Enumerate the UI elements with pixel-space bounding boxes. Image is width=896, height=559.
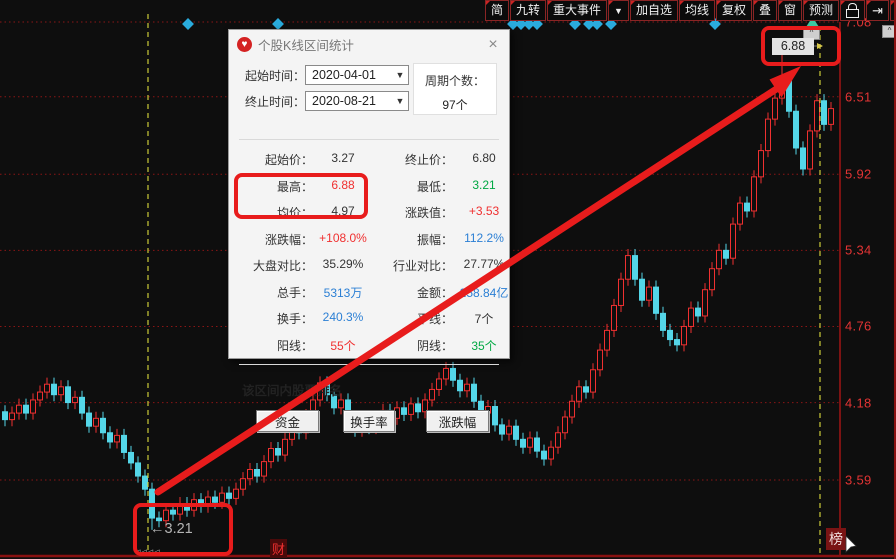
toolbar-item-moving-average[interactable]: 均线 — [678, 0, 715, 21]
kline-statistics-dialog: ♥ 个股K线区间统计 × 起始时间： 2020-04-01 ▼ 终止时间： 20… — [228, 29, 510, 432]
end-date-value: 2020-08-21 — [312, 94, 376, 108]
stat-value: 112.2% — [464, 230, 504, 245]
start-date-select[interactable]: 2020-04-01 ▼ — [305, 65, 409, 85]
price-axis-label: 5.34 — [845, 242, 872, 258]
rank-button-0[interactable]: 资金 — [256, 409, 319, 432]
stat-label: 阳线： — [276, 338, 313, 353]
period-count-label: 周期个数： — [424, 74, 485, 88]
stat-value: 6.88 — [331, 177, 355, 192]
price-axis-label: 5.92 — [845, 166, 872, 182]
period-count-value: 97个 — [442, 98, 468, 112]
stat-value: 35.29% — [322, 257, 364, 271]
stat-value: 3.21 — [472, 177, 496, 192]
stat-label: 起始价： — [264, 153, 313, 167]
rank-badge[interactable]: 榜 — [826, 528, 846, 550]
period-count-panel: 周期个数： 97个 — [413, 63, 497, 115]
stat-value: 4.97 — [331, 204, 355, 218]
price-axis-label: 4.76 — [845, 318, 872, 334]
toolbar-item-events-dropdown-icon[interactable]: ▼ — [608, 0, 629, 21]
stat-label: 最低： — [416, 179, 453, 194]
chevron-down-icon[interactable]: ▼ — [395, 96, 405, 106]
price-axis-label: 4.18 — [845, 395, 872, 411]
toolbar-item-nine-turn[interactable]: 九转 — [510, 0, 547, 21]
close-icon[interactable]: × — [488, 35, 498, 53]
rank-section-title: 该区间内股票排名 — [242, 383, 343, 398]
rank-buttons-row: 资金 换手率 涨跌幅 — [229, 399, 509, 432]
stat-value: 5313万 — [323, 285, 363, 300]
stat-value: 7个 — [474, 312, 494, 326]
stat-value: 258.84亿 — [459, 285, 509, 300]
stat-label: 终止价： — [404, 153, 453, 167]
price-axis-label: 6.51 — [845, 89, 872, 105]
toolbar-item-simple[interactable]: 简 — [485, 0, 510, 21]
dialog-app-icon: ♥ — [237, 37, 252, 52]
stat-value: 55个 — [330, 338, 356, 353]
high-price-label: 6.88 — [772, 38, 814, 55]
toolbar-item-forecast[interactable]: 预测 — [803, 0, 840, 21]
low-price-label: ←3.21 — [150, 521, 193, 537]
stat-label: 涨跌幅： — [264, 232, 313, 247]
stat-value: 6.80 — [472, 151, 496, 165]
stat-label: 最高： — [276, 179, 313, 194]
rank-button-2[interactable]: 涨跌幅 — [426, 409, 489, 432]
stat-label: 振幅： — [416, 232, 453, 247]
toolbar-item-price-adjust[interactable]: 复权 — [716, 0, 753, 21]
toolbar-item-overlay[interactable]: 叠 — [753, 0, 778, 21]
date-range-fields: 起始时间： 2020-04-01 ▼ 终止时间： 2020-08-21 ▼ 周期… — [229, 57, 509, 133]
stat-label: 阴线： — [416, 338, 453, 353]
axis-chevron-button[interactable]: ^ — [882, 25, 894, 38]
start-date-value: 2020-04-01 — [312, 68, 376, 82]
stat-label: 行业对比： — [392, 259, 453, 273]
period-start-ticks: ◁◁◁◁ — [135, 549, 161, 556]
price-axis-label: 3.59 — [845, 472, 872, 488]
watermark-cai: 财 — [270, 539, 288, 558]
statistics-grid: 起始价： 3.27 终止价： 6.80 最高： 6.88 最低： 3.21 均价： 4.97 涨跌值… — [229, 146, 509, 354]
toolbar-item-more-dropdown-icon[interactable]: ▼ — [889, 0, 894, 21]
end-date-select[interactable]: 2020-08-21 ▼ — [305, 91, 409, 111]
toolbar-item-major-events[interactable]: 重大事件 — [547, 0, 608, 21]
stat-value: 240.3% — [322, 310, 364, 324]
stat-label: 总手： — [276, 285, 313, 300]
stat-label: 涨跌值： — [404, 206, 453, 220]
start-date-label: 起始时间： — [244, 68, 305, 83]
toolbar-item-jump-end-icon[interactable]: ⇥ — [866, 0, 889, 21]
toolbar-item-add-watchlist[interactable]: 加自选 — [629, 0, 678, 21]
dialog-title-bar[interactable]: ♥ 个股K线区间统计 × — [229, 30, 509, 57]
stat-label: 大盘对比： — [252, 259, 313, 273]
stat-value: 3.27 — [331, 151, 355, 165]
divider — [239, 363, 499, 365]
stat-value: +108.0% — [319, 230, 367, 245]
end-date-label: 终止时间： — [244, 94, 305, 109]
divider — [239, 139, 499, 140]
stat-value: +3.53 — [468, 204, 500, 218]
toolbar-item-window[interactable]: 窗 — [778, 0, 803, 21]
stat-value: 27.77% — [463, 257, 505, 271]
dialog-title: 个股K线区间统计 — [258, 39, 354, 53]
rank-button-1[interactable]: 换手率 — [343, 409, 395, 432]
toolbar-item-lock-icon[interactable] — [840, 0, 866, 21]
chevron-down-icon[interactable]: ▼ — [395, 70, 405, 80]
stat-label: 平线： — [416, 312, 453, 326]
stat-value: 35个 — [471, 338, 497, 353]
stat-label: 金额： — [416, 285, 453, 300]
stat-label: 均价： — [276, 206, 313, 220]
stat-label: 换手： — [276, 312, 313, 326]
